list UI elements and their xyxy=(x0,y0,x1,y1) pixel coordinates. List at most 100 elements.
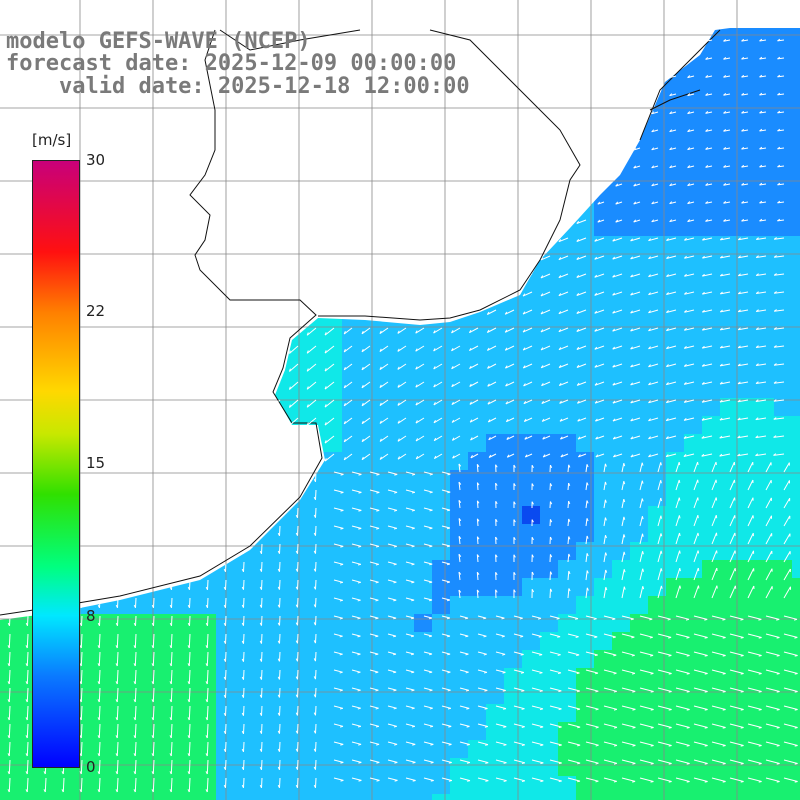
wind-arrow xyxy=(458,536,461,545)
wind-arrow xyxy=(290,255,299,263)
wind-speed-cell xyxy=(288,758,306,776)
wind-speed-cell xyxy=(396,236,414,254)
wind-arrow-head xyxy=(235,386,238,391)
wind-arrow xyxy=(666,381,677,386)
wind-speed-cell xyxy=(108,650,126,668)
wind-arrow-head xyxy=(379,132,382,136)
wind-arrow xyxy=(387,471,398,475)
wind-speed-cell xyxy=(432,344,450,362)
wind-arrow xyxy=(522,129,533,135)
wind-arrow-head xyxy=(254,169,257,173)
wind-speed-cell xyxy=(738,488,756,506)
wind-arrow xyxy=(183,219,191,228)
wind-arrow xyxy=(486,255,497,261)
wind-speed-cell xyxy=(198,236,216,254)
wind-arrow xyxy=(522,165,533,171)
wind-speed-cell xyxy=(702,488,720,506)
wind-arrow xyxy=(469,273,479,280)
wind-speed-cell xyxy=(126,398,144,416)
wind-arrow xyxy=(218,273,227,282)
wind-speed-cell xyxy=(270,668,288,686)
wind-speed-cell xyxy=(414,668,432,686)
wind-arrow xyxy=(747,585,755,599)
wind-arrow xyxy=(379,399,389,407)
wind-arrow-head xyxy=(684,255,687,259)
wind-arrow-head xyxy=(340,563,344,566)
wind-arrow-head xyxy=(147,224,149,228)
wind-arrow-head xyxy=(169,514,172,519)
wind-arrow-head xyxy=(549,554,553,558)
wind-speed-cell xyxy=(450,434,468,452)
wind-arrow-head xyxy=(361,114,364,119)
wind-speed-cell xyxy=(612,398,630,416)
wind-arrow xyxy=(765,550,773,563)
wind-arrow xyxy=(755,381,767,384)
wind-arrow xyxy=(669,39,677,43)
wind-arrow-head xyxy=(295,550,298,554)
wind-arrow xyxy=(218,111,227,120)
wind-arrow-head xyxy=(241,550,244,555)
wind-speed-cell xyxy=(162,290,180,308)
wind-arrow xyxy=(9,597,11,608)
wind-arrow xyxy=(522,75,533,81)
wind-arrow xyxy=(657,497,662,509)
wind-speed-cell xyxy=(108,524,126,542)
wind-arrow xyxy=(308,111,317,119)
wind-speed-cell xyxy=(792,92,800,110)
wind-arrow-head xyxy=(236,133,239,138)
wind-speed-cell xyxy=(288,272,306,290)
wind-arrow-head xyxy=(361,456,364,460)
wind-speed-cell xyxy=(360,254,378,272)
wind-arrow xyxy=(423,471,433,475)
wind-arrow-head xyxy=(340,473,344,476)
wind-arrow xyxy=(272,255,281,263)
wind-speed-cell xyxy=(756,110,774,128)
wind-arrow-head xyxy=(702,255,705,259)
wind-arrow-head xyxy=(288,350,291,354)
wind-arrow xyxy=(152,633,155,649)
wind-arrow-head xyxy=(79,645,82,649)
wind-arrow-head xyxy=(223,586,226,591)
wind-arrow xyxy=(21,399,29,411)
wind-speed-cell xyxy=(126,650,144,668)
wind-arrow-head xyxy=(200,188,203,192)
wind-arrow-head xyxy=(773,381,777,384)
wind-arrow xyxy=(729,633,744,638)
wind-speed-cell xyxy=(684,668,702,686)
wind-arrow-head xyxy=(468,131,472,135)
wind-arrow-head xyxy=(415,348,418,352)
wind-speed-cell xyxy=(342,506,360,524)
wind-arrow-head xyxy=(324,422,327,426)
wind-speed-cell xyxy=(702,254,720,272)
wind-arrow xyxy=(315,543,317,554)
wind-arrow xyxy=(387,489,398,493)
wind-speed-cell xyxy=(756,326,774,344)
wind-arrow-head xyxy=(218,134,221,138)
wind-arrow-head xyxy=(146,369,148,373)
wind-arrow-head xyxy=(164,387,166,391)
wind-arrow xyxy=(747,497,754,509)
wind-arrow-head xyxy=(218,152,221,156)
wind-arrow-head xyxy=(737,417,741,421)
wind-speed-cell xyxy=(486,110,504,128)
wind-speed-cell xyxy=(90,578,108,596)
wind-arrow xyxy=(361,219,371,227)
wind-speed-cell xyxy=(630,668,648,686)
wind-arrow-head xyxy=(504,239,508,243)
wind-arrow-head xyxy=(241,640,244,644)
wind-arrow xyxy=(405,615,415,619)
wind-arrow xyxy=(585,464,588,473)
wind-arrow xyxy=(110,327,119,338)
wind-arrow-head xyxy=(615,75,619,79)
wind-arrow-head xyxy=(575,636,579,638)
wind-speed-cell xyxy=(90,542,108,560)
wind-speed-cell xyxy=(180,344,198,362)
wind-speed-cell xyxy=(270,236,288,254)
wind-speed-cell xyxy=(108,542,126,560)
wind-arrow-head xyxy=(343,223,346,227)
wind-arrow-head xyxy=(669,129,673,133)
wind-speed-cell xyxy=(666,506,684,524)
wind-arrow xyxy=(117,579,119,590)
wind-arrow xyxy=(648,291,659,296)
wind-speed-cell xyxy=(234,182,252,200)
